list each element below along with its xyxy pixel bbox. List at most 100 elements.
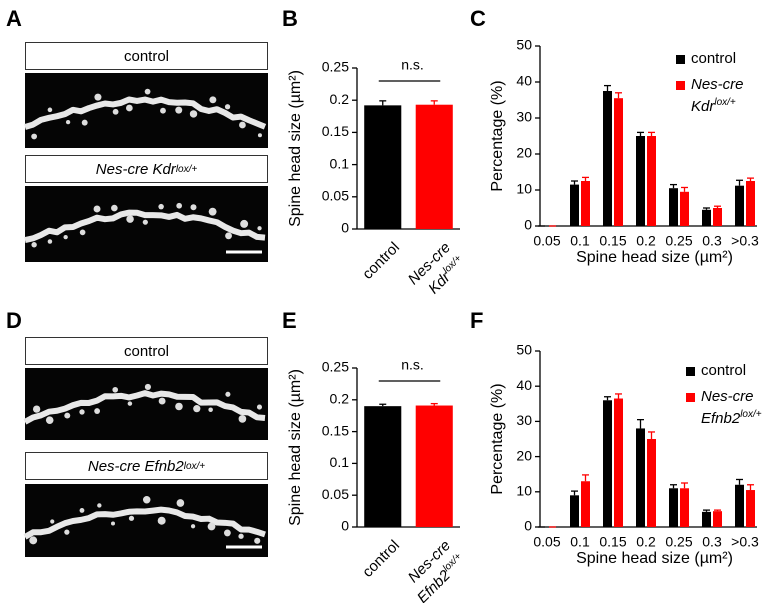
spine xyxy=(209,96,217,104)
spine xyxy=(158,203,164,210)
spine xyxy=(144,383,151,391)
label-text: Nes-cre Efnb2 xyxy=(701,388,754,427)
bar xyxy=(735,185,744,226)
spine xyxy=(225,232,232,240)
x-tick-label: 0.3 xyxy=(702,233,722,249)
label-text: control xyxy=(691,50,737,67)
legend-entry: control xyxy=(686,362,762,380)
legend: control Nes-cre Kdrlox/+ xyxy=(676,50,760,124)
spine xyxy=(31,133,38,140)
spine xyxy=(257,226,262,231)
spine xyxy=(110,521,116,526)
bar xyxy=(702,511,711,527)
spine xyxy=(45,416,54,424)
x-tick-label: 0.25 xyxy=(665,233,692,249)
label-text: Nes-cre Efnb2 xyxy=(87,457,184,475)
y-tick-label: 0.1 xyxy=(330,454,350,470)
bar xyxy=(636,428,645,527)
bar xyxy=(603,91,612,226)
spine xyxy=(112,386,119,393)
spine xyxy=(223,529,231,537)
spine xyxy=(97,503,102,508)
y-tick-label: 0 xyxy=(341,518,349,534)
x-tick-label: >0.3 xyxy=(731,534,759,550)
x-tick-label: 0.15 xyxy=(599,534,626,550)
spine xyxy=(126,215,134,223)
x-axis-label: Spine head size (µm²) xyxy=(576,550,733,567)
x-tick-label: 0.1 xyxy=(570,233,590,249)
spine xyxy=(239,121,246,129)
spine xyxy=(79,409,85,415)
y-tick-label: 10 xyxy=(516,483,532,499)
spine xyxy=(128,515,135,521)
y-axis-label: Percentage (%) xyxy=(489,80,506,191)
legend-entry: Nes-cre Efnb2lox/+ xyxy=(686,388,762,428)
bar xyxy=(614,398,623,527)
spine xyxy=(144,88,151,95)
y-tick-label: 0.1 xyxy=(330,155,350,171)
spine xyxy=(94,408,101,414)
label-superscript: lox/+ xyxy=(714,97,736,108)
x-tick-label: 0.1 xyxy=(570,534,590,550)
spine xyxy=(175,402,183,411)
image-label: Nes-cre Efnb2 lox/+ xyxy=(25,452,268,480)
micrograph xyxy=(25,368,268,440)
y-tick-label: 0 xyxy=(341,220,349,236)
legend-entry: control xyxy=(676,50,760,68)
legend-swatch xyxy=(676,55,685,64)
spine xyxy=(112,108,119,115)
panel-letter: E xyxy=(282,308,297,333)
bar xyxy=(647,439,656,527)
legend-label: control xyxy=(701,362,762,380)
bar xyxy=(680,191,689,226)
panel-letter: C xyxy=(470,6,486,31)
bar xyxy=(581,481,590,527)
legend-swatch xyxy=(686,367,695,376)
bar xyxy=(614,98,623,226)
y-tick-label: 40 xyxy=(516,73,532,89)
spine xyxy=(79,229,86,236)
panel-letter: A xyxy=(6,6,22,31)
y-tick-label: 50 xyxy=(516,342,532,358)
x-tick-label: 0.2 xyxy=(636,233,656,249)
y-tick-label: 0.15 xyxy=(322,123,349,139)
bar xyxy=(669,188,678,226)
bar xyxy=(746,490,755,527)
y-tick-label: 0.15 xyxy=(322,422,349,438)
bar xyxy=(647,136,656,226)
label-text: Nes-cre Kdr xyxy=(691,76,744,115)
legend: control Nes-cre Efnb2lox/+ xyxy=(686,362,762,436)
spine xyxy=(64,529,70,535)
x-tick-label: 0.3 xyxy=(702,534,722,550)
spine xyxy=(208,407,213,413)
spine xyxy=(189,110,198,118)
significance-label: n.s. xyxy=(401,357,424,373)
spine xyxy=(207,522,216,531)
spine xyxy=(193,405,201,413)
y-tick-label: 0.2 xyxy=(330,391,350,407)
spine xyxy=(238,533,244,539)
y-tick-label: 0.2 xyxy=(330,91,350,107)
spine xyxy=(176,202,183,209)
bar xyxy=(415,104,453,229)
spine xyxy=(208,207,217,216)
spine xyxy=(190,204,197,211)
spine xyxy=(142,219,148,225)
spine xyxy=(47,107,53,113)
spine xyxy=(64,412,71,419)
bar xyxy=(735,484,744,527)
spine xyxy=(142,495,151,504)
micrograph xyxy=(25,73,268,148)
spine xyxy=(127,401,133,406)
spine xyxy=(32,405,41,413)
spine xyxy=(111,204,118,212)
bar xyxy=(669,488,678,527)
spine xyxy=(81,119,88,126)
panel-letter: B xyxy=(282,6,298,31)
y-tick-label: 20 xyxy=(516,447,532,463)
y-axis-label: Spine head size (µm²) xyxy=(287,70,304,227)
spine xyxy=(157,516,166,525)
label-text: control xyxy=(701,362,747,379)
